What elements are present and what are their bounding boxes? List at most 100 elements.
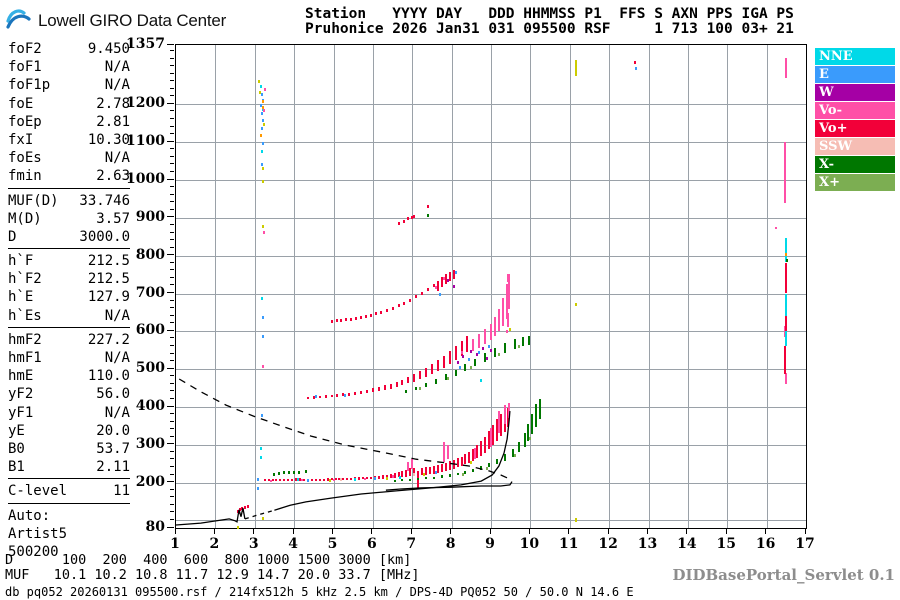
data-bar-2F-X-trace — [425, 383, 427, 387]
data-bar-1F-O-trace — [425, 467, 427, 475]
data-point-1F-misc-yellow — [328, 479, 331, 483]
data-point-rfi-3mhz-e — [261, 414, 264, 418]
x-axis-tick — [607, 528, 609, 534]
data-bar-1F-X-trace — [523, 433, 526, 447]
y-axis-minor-tick — [170, 390, 174, 392]
gridline-horizontal — [176, 142, 806, 144]
data-bar-2F-O-trace — [342, 393, 345, 397]
param-label: h`E — [8, 289, 34, 306]
data-point-3F-O-trace — [415, 295, 418, 299]
muf-hook — [385, 481, 513, 491]
data-bar-2F-X-trace — [521, 336, 524, 347]
data-point-3F-O-trace — [421, 291, 424, 295]
y-axis-label: 500 — [135, 360, 165, 377]
y-axis-minor-tick — [170, 511, 174, 513]
data-point-3F-mixed-w — [452, 284, 455, 288]
gridline-vertical — [333, 45, 335, 528]
data-bar-2F-O-top — [507, 313, 510, 327]
data-bar-1F-O-trace — [460, 456, 463, 466]
legend-item-w: W — [815, 84, 895, 101]
y-axis-label: 800 — [135, 246, 165, 263]
data-bar-1F-O-trace — [448, 461, 451, 471]
data-bar-1F-O-trace — [480, 441, 483, 456]
param-label: h`F — [8, 253, 34, 270]
param-value: 110.0 — [87, 368, 130, 385]
param-row: MUF(D) 33.746 — [8, 192, 130, 210]
data-point-3F-O-trace — [397, 304, 400, 308]
data-point-3F-mixed-w — [446, 279, 449, 283]
y-axis-label: 1200 — [126, 95, 165, 112]
model-trace-f — [274, 411, 511, 511]
data-bar-1F-O-pink — [503, 405, 506, 424]
data-bar-2F-O-trace — [419, 371, 422, 380]
data-point-1F-misc-yellow — [470, 460, 473, 464]
y-axis-minor-tick — [170, 458, 174, 460]
lowell-giro-logo: Lowell GIRO Data Center — [6, 6, 226, 35]
y-axis-minor-tick — [170, 163, 174, 165]
y-axis-minor-tick — [170, 269, 174, 271]
data-bar-1F-O-trace — [322, 478, 325, 481]
data-bar-rfi-16mhz-red — [785, 316, 788, 332]
data-point-3F-O-trace — [403, 301, 406, 305]
x-axis-tick — [725, 528, 727, 534]
y-axis-minor-tick — [170, 276, 174, 278]
y-axis-tick — [167, 43, 174, 45]
data-bar-2F-X-trace — [503, 342, 506, 353]
data-bar-2F-O-top — [490, 323, 492, 341]
x-axis-label: 5 — [327, 536, 338, 552]
data-bar-1F-X-trace — [531, 413, 534, 435]
data-bar-1F-O-trace — [263, 478, 266, 481]
data-bar-1F-O-pink — [474, 447, 477, 460]
data-bar-2F-O-trace — [425, 368, 427, 377]
data-point-1F-misc-blue — [434, 471, 437, 474]
data-bar-top-strays-yellow — [575, 59, 578, 77]
y-axis-tick — [167, 405, 174, 407]
y-axis-tick — [167, 367, 174, 369]
data-point-1F-misc-cyan — [297, 477, 300, 481]
data-point-2F-mixed-e — [478, 351, 481, 355]
data-bar-1F-O-trace — [299, 478, 301, 481]
y-axis-label: 900 — [135, 208, 165, 225]
data-bar-1F-O-pink — [507, 403, 510, 419]
data-bar-1F-X-trace — [527, 424, 530, 441]
data-bar-2F-O-trace — [383, 385, 386, 390]
x-axis-label: 12 — [598, 536, 618, 552]
gridline-vertical — [412, 45, 414, 528]
data-bar-1F-X-trace — [517, 441, 520, 453]
data-point-2F-mixed-w — [476, 353, 479, 356]
param-value: 2.78 — [96, 95, 130, 112]
param-row: hmF1 N/A — [8, 349, 130, 367]
gridline-vertical — [491, 45, 492, 528]
param-label: yF1 — [8, 404, 34, 421]
param-label: hmF1 — [8, 350, 42, 366]
x-axis-tick — [292, 528, 294, 534]
data-bar-1F-O-trace — [342, 478, 345, 481]
data-point-rfi-16mhz-orange — [784, 253, 787, 257]
model-trace-gap — [244, 509, 275, 520]
data-point-2F-mixed-e — [315, 395, 318, 398]
data-point-rfi-3mhz-e — [261, 163, 264, 167]
data-point-2F-mixed-e — [468, 357, 471, 361]
data-point-1F-misc-yellow — [423, 473, 426, 477]
data-point-2F-mixed-e — [458, 366, 461, 370]
data-bar-1F-O-trace — [432, 466, 435, 474]
data-point-3F-O-trace — [330, 320, 333, 324]
gridline-vertical — [727, 45, 729, 528]
data-bar-1F-O-trace — [279, 478, 282, 482]
data-point-rfi-3mhz-e — [256, 477, 259, 481]
param-label: MUF(D) — [8, 192, 59, 209]
param-value: 127.9 — [87, 289, 130, 306]
data-point-3F-mixed — [438, 292, 441, 296]
data-bar-1F-O-trace — [401, 470, 404, 477]
y-axis-label: 400 — [135, 398, 165, 414]
data-bar-1F-X-trace — [535, 403, 538, 427]
param-value: 212.5 — [87, 271, 130, 288]
data-bar-1F-O-trace — [318, 478, 321, 481]
data-point-2F-mixed-e — [344, 393, 347, 397]
auto-label: Auto: — [8, 507, 51, 524]
y-axis-minor-tick — [170, 133, 174, 135]
y-axis-minor-tick — [170, 155, 174, 157]
param-label: hmE — [8, 368, 34, 385]
x-axis-label: 15 — [716, 536, 737, 552]
data-bar-3F-O-trace — [440, 276, 443, 288]
